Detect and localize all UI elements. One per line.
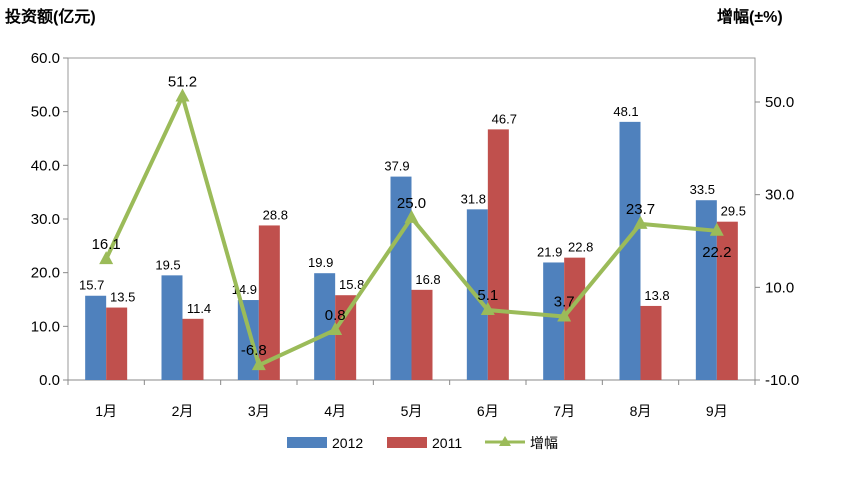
data-label-2011: 22.8: [568, 240, 593, 255]
marker-growth: [633, 215, 648, 229]
marker-growth: [251, 357, 266, 371]
bar-2012: [695, 200, 717, 380]
data-label-2011: 13.5: [110, 290, 135, 305]
data-label-growth: 0.8: [325, 307, 346, 324]
data-label-2012: 19.9: [308, 255, 333, 270]
legend-label-growth: 增幅: [530, 435, 558, 451]
x-tick-label: 6月: [477, 403, 499, 419]
data-label-2012: 19.5: [155, 257, 180, 272]
x-tick-label: 3月: [248, 403, 270, 419]
marker-growth: [175, 88, 190, 102]
legend: 2012 2011 增幅: [287, 435, 558, 451]
bar-2011: [182, 318, 204, 380]
legend-swatch-2011: [387, 437, 427, 448]
bar-2012: [314, 273, 336, 380]
bar-2011: [564, 257, 586, 380]
y2-tick-label: 30.0: [765, 187, 794, 204]
data-label-2011: 28.8: [263, 207, 288, 222]
marker-growth: [99, 251, 114, 265]
y2-tick-label: 10.0: [765, 279, 794, 296]
data-label-2012: 37.9: [384, 159, 409, 174]
bar-2011: [106, 307, 128, 380]
x-tick-label: 7月: [553, 403, 575, 419]
x-tick-label: 5月: [401, 403, 423, 419]
data-label-growth: 5.1: [477, 287, 498, 304]
data-label-2012: 31.8: [461, 191, 486, 206]
y-tick-label: 30.0: [31, 211, 60, 228]
data-label-growth: 25.0: [397, 195, 426, 212]
data-label-2011: 46.7: [492, 111, 517, 126]
y2-tick-label: 50.0: [765, 94, 794, 111]
data-label-growth: 22.2: [702, 244, 731, 261]
data-label-growth: 23.7: [626, 201, 655, 218]
x-tick-label: 9月: [706, 403, 728, 419]
y-tick-label: 0.0: [39, 372, 60, 389]
y2-tick-label: -10.0: [765, 372, 799, 389]
data-label-2012: 21.9: [537, 244, 562, 259]
x-tick-label: 8月: [630, 403, 652, 419]
data-label-2012: 15.7: [79, 278, 104, 293]
data-label-2011: 11.4: [187, 301, 211, 316]
y-tick-label: 10.0: [31, 318, 60, 335]
data-label-2011: 29.5: [721, 204, 746, 219]
data-label-growth: 16.1: [92, 236, 121, 253]
bar-2012: [543, 262, 565, 380]
data-label-2011: 15.8: [339, 277, 364, 292]
bar-2012: [619, 121, 641, 380]
legend-label-2011: 2011: [432, 435, 462, 451]
legend-marker-growth: [499, 436, 511, 446]
bar-2012: [237, 300, 259, 380]
bar-2011: [258, 225, 280, 380]
data-label-growth: 3.7: [554, 294, 575, 311]
y-axis-title: 投资额(亿元): [5, 7, 96, 26]
data-label-2011: 16.8: [415, 272, 440, 287]
bar-2011: [640, 305, 662, 380]
bar-2011: [411, 289, 433, 380]
bar-2012: [85, 295, 107, 380]
y-tick-label: 40.0: [31, 157, 60, 174]
legend-label-2012: 2012: [332, 435, 363, 451]
data-label-growth: 51.2: [168, 73, 197, 90]
marker-growth: [557, 308, 572, 322]
y-tick-label: 50.0: [31, 104, 60, 121]
bar-2011: [335, 295, 357, 380]
data-label-2011: 13.8: [644, 288, 669, 303]
data-label-2012: 48.1: [613, 104, 638, 119]
marker-growth: [480, 302, 495, 316]
x-tick-label: 2月: [172, 403, 194, 419]
legend-swatch-2012: [287, 437, 327, 448]
x-tick-label: 4月: [324, 403, 346, 419]
x-tick-label: 1月: [95, 403, 117, 419]
bar-2011: [716, 221, 738, 380]
bar-2012: [161, 275, 183, 380]
y2-axis-title: 增幅(±%): [717, 7, 783, 26]
data-label-2012: 33.5: [690, 182, 715, 197]
marker-growth: [328, 321, 343, 335]
marker-growth: [404, 209, 419, 223]
marker-growth: [709, 222, 724, 236]
y-tick-label: 60.0: [31, 50, 60, 67]
bar-2011: [487, 129, 509, 380]
y-tick-label: 20.0: [31, 265, 60, 282]
data-label-growth: -6.8: [241, 342, 267, 359]
